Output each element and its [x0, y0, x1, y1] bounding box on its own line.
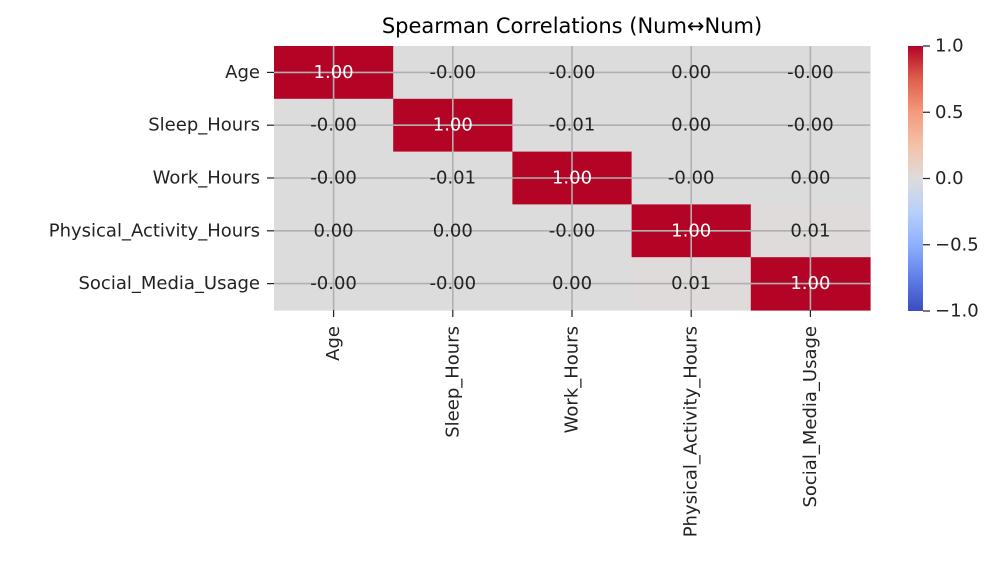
row-tick-label: Physical_Activity_Hours — [49, 220, 260, 241]
colorbar-tick-label: −1.0 — [935, 301, 979, 322]
cell-value-label: -0.00 — [430, 62, 477, 83]
column-tick-label: Age — [323, 326, 344, 361]
column-tick-label: Work_Hours — [562, 326, 583, 433]
colorbar-tick-label: −0.5 — [935, 234, 979, 255]
cell-value-label: 1.00 — [552, 168, 592, 189]
cell-value-label: 0.00 — [314, 220, 354, 241]
colorbar-gradient — [908, 46, 923, 311]
cell-value-label: -0.00 — [310, 168, 357, 189]
row-tick-label: Work_Hours — [153, 168, 260, 189]
cell-value-label: -0.01 — [430, 168, 477, 189]
column-tick-label: Physical_Activity_Hours — [681, 326, 702, 537]
chart-title: Spearman Correlations (Num↔Num) — [382, 14, 762, 38]
cell-value-label: -0.00 — [430, 273, 477, 294]
colorbar-tick-label: 0.5 — [935, 102, 964, 123]
cell-value-label: -0.00 — [549, 62, 596, 83]
cell-value-label: -0.00 — [787, 115, 834, 136]
cell-value-label: 0.00 — [671, 115, 711, 136]
column-tick-label: Social_Media_Usage — [800, 326, 821, 508]
cell-value-label: -0.00 — [787, 62, 834, 83]
cell-value-label: -0.00 — [549, 220, 596, 241]
row-tick-label: Age — [225, 62, 260, 83]
cell-value-label: 0.00 — [552, 273, 592, 294]
cell-value-label: -0.00 — [310, 115, 357, 136]
colorbar — [908, 46, 923, 311]
colorbar-tick-label: 1.0 — [935, 36, 964, 57]
cell-value-label: -0.00 — [668, 168, 715, 189]
cell-value-label: 0.00 — [671, 62, 711, 83]
cell-value-label: 0.01 — [671, 273, 711, 294]
heatmap-cell-labels: 1.00 -0.00 -0.00 0.00 -0.00 -0.00 1.00 -0.01 0.0… — [310, 62, 833, 294]
cell-value-label: 1.00 — [671, 220, 711, 241]
cell-value-label: -0.00 — [310, 273, 357, 294]
heatmap-gridlines — [274, 46, 870, 310]
column-tick-label: Sleep_Hours — [442, 326, 463, 438]
row-tick-label: Sleep_Hours — [148, 115, 260, 136]
cell-value-label: 0.01 — [790, 220, 830, 241]
cell-value-label: 0.00 — [790, 168, 830, 189]
cell-value-label: -0.01 — [549, 115, 596, 136]
cell-value-label: 0.00 — [433, 220, 473, 241]
row-tick-labels: Age Sleep_Hours Work_Hours Physical_Activit… — [49, 62, 274, 294]
colorbar-ticks: 1.0 0.5 0.0 −0.5 −1.0 — [923, 36, 979, 322]
cell-value-label: 1.00 — [790, 273, 830, 294]
cell-value-label: 1.00 — [433, 115, 473, 136]
colorbar-tick-label: 0.0 — [935, 168, 964, 189]
cell-value-label: 1.00 — [314, 62, 354, 83]
row-tick-label: Social_Media_Usage — [78, 273, 260, 294]
column-tick-labels: Age Sleep_Hours Work_Hours Physical_Activit… — [323, 310, 821, 537]
